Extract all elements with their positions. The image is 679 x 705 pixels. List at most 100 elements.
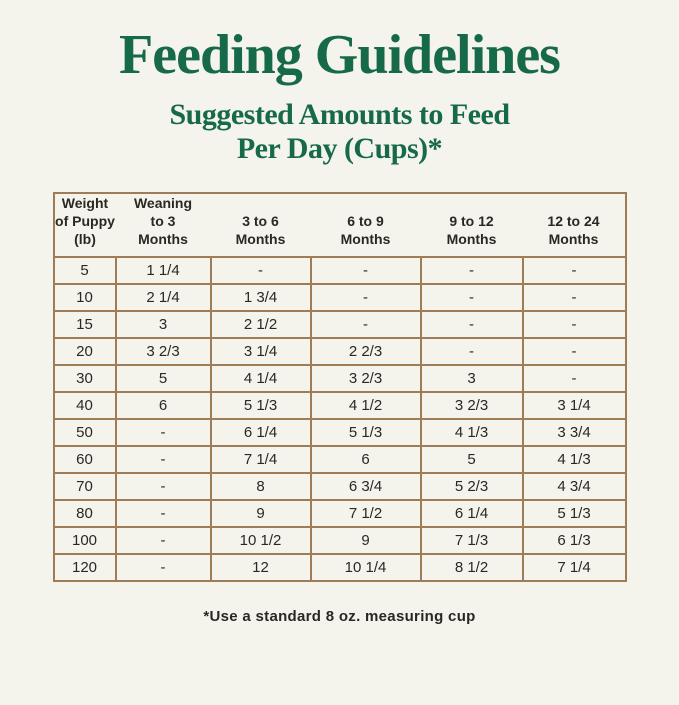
amount-cell: - <box>419 283 524 313</box>
column-header: Weight of Puppy (lb) <box>55 194 115 248</box>
amount-cell: - <box>309 256 422 286</box>
amount-cell: 7 1/3 <box>419 526 524 556</box>
amount-cell: 5 1/3 <box>521 499 627 529</box>
amount-cell: 9 <box>309 526 422 556</box>
amount-cell: 3 3/4 <box>521 418 627 448</box>
weight-cell: 70 <box>52 472 117 502</box>
column-header: 12 to 24 Months <box>547 212 600 248</box>
amount-cell: 5 2/3 <box>419 472 524 502</box>
amount-cell: 7 1/2 <box>309 499 422 529</box>
amount-cell: 3 1/4 <box>209 337 312 367</box>
table-row: 15 3 2 1/2- - - <box>52 310 627 340</box>
amount-cell: 4 1/3 <box>521 445 627 475</box>
subtitle-line-1: Suggested Amounts to Feed <box>169 97 510 131</box>
amount-cell: - <box>419 256 524 286</box>
amount-cell: 4 1/4 <box>209 364 312 394</box>
feeding-table-header: Weight of Puppy (lb) Weaning to 3 Months 3… <box>54 193 626 258</box>
table-row: 40 6 5 1/3 4 1/2 3 2/3 3 1/4 <box>52 391 627 421</box>
amount-cell: - <box>114 553 212 583</box>
amount-cell: 1 3/4 <box>209 283 312 313</box>
amount-cell: 6 <box>114 391 212 421</box>
amount-cell: 3 2/3 <box>309 364 422 394</box>
column-header: 3 to 6 Months <box>235 212 286 248</box>
subtitle-line-2: Per Day (Cups)* <box>236 132 443 166</box>
amount-cell: 6 1/4 <box>209 418 312 448</box>
amount-cell: - <box>309 283 422 313</box>
amount-cell: 3 2/3 <box>419 391 524 421</box>
feeding-guidelines-page: { "header": { "title": "Feeding Guidelin… <box>0 26 679 705</box>
amount-cell: 7 1/4 <box>209 445 312 475</box>
weight-cell: 15 <box>52 310 117 340</box>
amount-cell: 2 2/3 <box>309 337 422 367</box>
table-row: 30 5 4 1/4 3 2/3 3- <box>52 364 627 394</box>
amount-cell: - <box>114 499 212 529</box>
weight-cell: 60 <box>52 445 117 475</box>
feeding-table-header-row: Weight of Puppy (lb) Weaning to 3 Months 3… <box>54 193 626 258</box>
amount-cell: 3 <box>114 310 212 340</box>
amount-cell: - <box>521 337 627 367</box>
amount-cell: - <box>114 472 212 502</box>
column-header: Weaning to 3 Months <box>133 194 193 248</box>
amount-cell: 5 <box>114 364 212 394</box>
table-row: 50-6 1/4 5 1/3 4 1/3 3 3/4 <box>52 418 627 448</box>
column-header: 9 to 12 Months <box>446 212 497 248</box>
weight-cell: 10 <box>52 283 117 313</box>
table-row: 10 2 1/4 1 3/4- - - <box>52 283 627 313</box>
amount-cell: 5 1/3 <box>309 418 422 448</box>
table-row: 120-12 10 1/4 8 1/2 7 1/4 <box>52 553 627 583</box>
amount-cell: 3 1/4 <box>521 391 627 421</box>
weight-cell: 40 <box>52 391 117 421</box>
amount-cell: - <box>209 256 312 286</box>
amount-cell: 8 1/2 <box>419 553 524 583</box>
table-row: 20 3 2/3 3 1/4 2 2/3- - <box>52 337 627 367</box>
table-row: 60-7 1/4 6 5 4 1/3 <box>52 445 627 475</box>
amount-cell: - <box>419 310 524 340</box>
weight-cell: 100 <box>52 526 117 556</box>
amount-cell: 8 <box>209 472 312 502</box>
amount-cell: 4 1/3 <box>419 418 524 448</box>
page-subtitle: Suggested Amounts to Feed Per Day (Cups)… <box>0 98 679 167</box>
amount-cell: 1 1/4 <box>114 256 212 286</box>
weight-cell: 120 <box>52 553 117 583</box>
weight-cell: 5 <box>52 256 117 286</box>
amount-cell: 4 1/2 <box>309 391 422 421</box>
amount-cell: - <box>521 283 627 313</box>
amount-cell: - <box>114 418 212 448</box>
amount-cell: 7 1/4 <box>521 553 627 583</box>
weight-cell: 80 <box>52 499 117 529</box>
amount-cell: 6 <box>309 445 422 475</box>
footnote: *Use a standard 8 oz. measuring cup <box>203 608 476 626</box>
amount-cell: 3 2/3 <box>114 337 212 367</box>
amount-cell: 4 3/4 <box>521 472 627 502</box>
amount-cell: - <box>419 337 524 367</box>
amount-cell: 2 1/4 <box>114 283 212 313</box>
amount-cell: 6 1/3 <box>521 526 627 556</box>
amount-cell: - <box>114 445 212 475</box>
amount-cell: - <box>521 310 627 340</box>
amount-cell: 9 <box>209 499 312 529</box>
amount-cell: 3 <box>419 364 524 394</box>
table-row: 80-9 7 1/2 6 1/4 5 1/3 <box>52 499 627 529</box>
amount-cell: 12 <box>209 553 312 583</box>
amount-cell: 10 1/2 <box>209 526 312 556</box>
table-row: 70-8 6 3/4 5 2/3 4 3/4 <box>52 472 627 502</box>
amount-cell: - <box>521 256 627 286</box>
amount-cell: 2 1/2 <box>209 310 312 340</box>
amount-cell: 5 <box>419 445 524 475</box>
page-title: Feeding Guidelines <box>119 24 561 86</box>
amount-cell: - <box>114 526 212 556</box>
amount-cell: - <box>521 364 627 394</box>
weight-cell: 20 <box>52 337 117 367</box>
column-header: 6 to 9 Months <box>340 212 391 248</box>
table-row: 100-10 1/2 9 7 1/3 6 1/3 <box>52 526 627 556</box>
amount-cell: 10 1/4 <box>309 553 422 583</box>
amount-cell: 6 3/4 <box>309 472 422 502</box>
weight-cell: 50 <box>52 418 117 448</box>
amount-cell: 6 1/4 <box>419 499 524 529</box>
feeding-table: Weight of Puppy (lb) Weaning to 3 Months 3… <box>52 191 627 583</box>
weight-cell: 30 <box>52 364 117 394</box>
amount-cell: 5 1/3 <box>209 391 312 421</box>
amount-cell: - <box>309 310 422 340</box>
